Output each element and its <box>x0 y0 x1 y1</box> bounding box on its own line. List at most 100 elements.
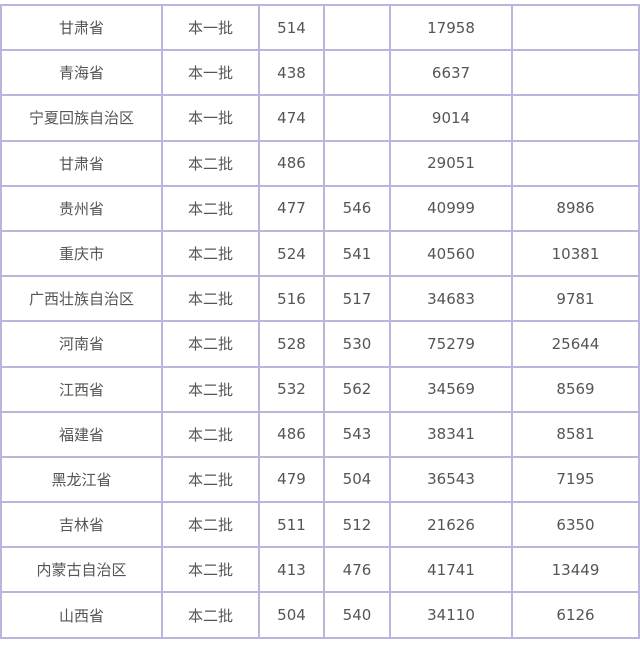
batch-cell: 本二批 <box>161 229 260 278</box>
count-cell-2 <box>511 49 640 97</box>
score-line-cell: 486 <box>258 139 325 187</box>
batch-cell: 本一批 <box>161 49 260 97</box>
table-row: 青海省 本一批 438 6637 <box>0 49 640 97</box>
province-cell: 内蒙古自治区 <box>0 546 163 594</box>
count-cell-2: 7195 <box>511 455 640 504</box>
table-row: 重庆市 本二批 524 541 40560 10381 <box>0 229 640 278</box>
count-cell: 75279 <box>389 320 513 368</box>
score-cell-2: 540 <box>323 591 391 639</box>
score-cell-2: 562 <box>323 365 391 413</box>
score-line-cell: 413 <box>258 546 325 594</box>
score-line-cell: 511 <box>258 501 325 549</box>
score-cell-2: 530 <box>323 320 391 368</box>
score-cell-2 <box>323 139 391 187</box>
score-line-cell: 479 <box>258 455 325 504</box>
province-cell: 福建省 <box>0 410 163 458</box>
score-line-cell: 524 <box>258 229 325 278</box>
score-line-cell: 514 <box>258 3 325 52</box>
score-cell-2: 543 <box>323 410 391 458</box>
province-cell: 宁夏回族自治区 <box>0 94 163 142</box>
count-cell-2: 25644 <box>511 320 640 368</box>
score-line-cell: 516 <box>258 275 325 323</box>
province-cell: 甘肃省 <box>0 139 163 187</box>
count-cell: 40560 <box>389 229 513 278</box>
count-cell-2: 6126 <box>511 591 640 639</box>
batch-cell: 本二批 <box>161 591 260 639</box>
batch-cell: 本二批 <box>161 320 260 368</box>
count-cell-2 <box>511 3 640 52</box>
score-cell-2: 504 <box>323 455 391 504</box>
batch-cell: 本二批 <box>161 139 260 187</box>
table-body: 甘肃省 本一批 514 17958 青海省 本一批 438 6637 宁夏回族自治区 本一批 474… <box>0 3 640 639</box>
table-row: 河南省 本二批 528 530 75279 25644 <box>0 320 640 368</box>
batch-cell: 本二批 <box>161 275 260 323</box>
count-cell-2: 8581 <box>511 410 640 458</box>
table-row: 黑龙江省 本二批 479 504 36543 7195 <box>0 455 640 504</box>
count-cell: 21626 <box>389 501 513 549</box>
score-line-cell: 528 <box>258 320 325 368</box>
score-cell-2: 541 <box>323 229 391 278</box>
table-row: 甘肃省 本二批 486 29051 <box>0 139 640 187</box>
table-row: 甘肃省 本一批 514 17958 <box>0 3 640 52</box>
score-line-cell: 504 <box>258 591 325 639</box>
count-cell-2: 6350 <box>511 501 640 549</box>
score-cell-2: 517 <box>323 275 391 323</box>
province-cell: 广西壮族自治区 <box>0 275 163 323</box>
count-cell: 17958 <box>389 3 513 52</box>
province-cell: 山西省 <box>0 591 163 639</box>
batch-cell: 本二批 <box>161 455 260 504</box>
batch-cell: 本二批 <box>161 501 260 549</box>
count-cell: 29051 <box>389 139 513 187</box>
score-line-cell: 477 <box>258 184 325 232</box>
score-cell-2 <box>323 94 391 142</box>
score-cell-2: 546 <box>323 184 391 232</box>
province-cell: 吉林省 <box>0 501 163 549</box>
score-line-cell: 532 <box>258 365 325 413</box>
batch-cell: 本二批 <box>161 546 260 594</box>
table-row: 福建省 本二批 486 543 38341 8581 <box>0 410 640 458</box>
count-cell: 38341 <box>389 410 513 458</box>
table-row: 吉林省 本二批 511 512 21626 6350 <box>0 501 640 549</box>
score-line-cell: 474 <box>258 94 325 142</box>
province-cell: 贵州省 <box>0 184 163 232</box>
province-cell: 河南省 <box>0 320 163 368</box>
count-cell: 9014 <box>389 94 513 142</box>
score-cell-2 <box>323 3 391 52</box>
admission-table: 甘肃省 本一批 514 17958 青海省 本一批 438 6637 宁夏回族自治区 本一批 474… <box>0 3 640 639</box>
score-cell-2 <box>323 49 391 97</box>
count-cell-2 <box>511 139 640 187</box>
province-cell: 江西省 <box>0 365 163 413</box>
table-row: 山西省 本二批 504 540 34110 6126 <box>0 591 640 639</box>
province-cell: 甘肃省 <box>0 3 163 52</box>
province-cell: 重庆市 <box>0 229 163 278</box>
batch-cell: 本二批 <box>161 365 260 413</box>
province-cell: 青海省 <box>0 49 163 97</box>
table-row: 贵州省 本二批 477 546 40999 8986 <box>0 184 640 232</box>
score-cell-2: 512 <box>323 501 391 549</box>
count-cell: 34569 <box>389 365 513 413</box>
count-cell: 36543 <box>389 455 513 504</box>
table-row: 江西省 本二批 532 562 34569 8569 <box>0 365 640 413</box>
count-cell-2: 8569 <box>511 365 640 413</box>
count-cell-2 <box>511 94 640 142</box>
batch-cell: 本一批 <box>161 3 260 52</box>
batch-cell: 本二批 <box>161 410 260 458</box>
count-cell-2: 9781 <box>511 275 640 323</box>
count-cell: 6637 <box>389 49 513 97</box>
count-cell-2: 10381 <box>511 229 640 278</box>
table-row: 宁夏回族自治区 本一批 474 9014 <box>0 94 640 142</box>
table-row: 广西壮族自治区 本二批 516 517 34683 9781 <box>0 275 640 323</box>
score-cell-2: 476 <box>323 546 391 594</box>
score-line-cell: 438 <box>258 49 325 97</box>
count-cell-2: 8986 <box>511 184 640 232</box>
count-cell: 40999 <box>389 184 513 232</box>
count-cell: 41741 <box>389 546 513 594</box>
batch-cell: 本二批 <box>161 184 260 232</box>
batch-cell: 本一批 <box>161 94 260 142</box>
count-cell: 34683 <box>389 275 513 323</box>
table-row: 内蒙古自治区 本二批 413 476 41741 13449 <box>0 546 640 594</box>
count-cell: 34110 <box>389 591 513 639</box>
province-cell: 黑龙江省 <box>0 455 163 504</box>
score-line-cell: 486 <box>258 410 325 458</box>
count-cell-2: 13449 <box>511 546 640 594</box>
